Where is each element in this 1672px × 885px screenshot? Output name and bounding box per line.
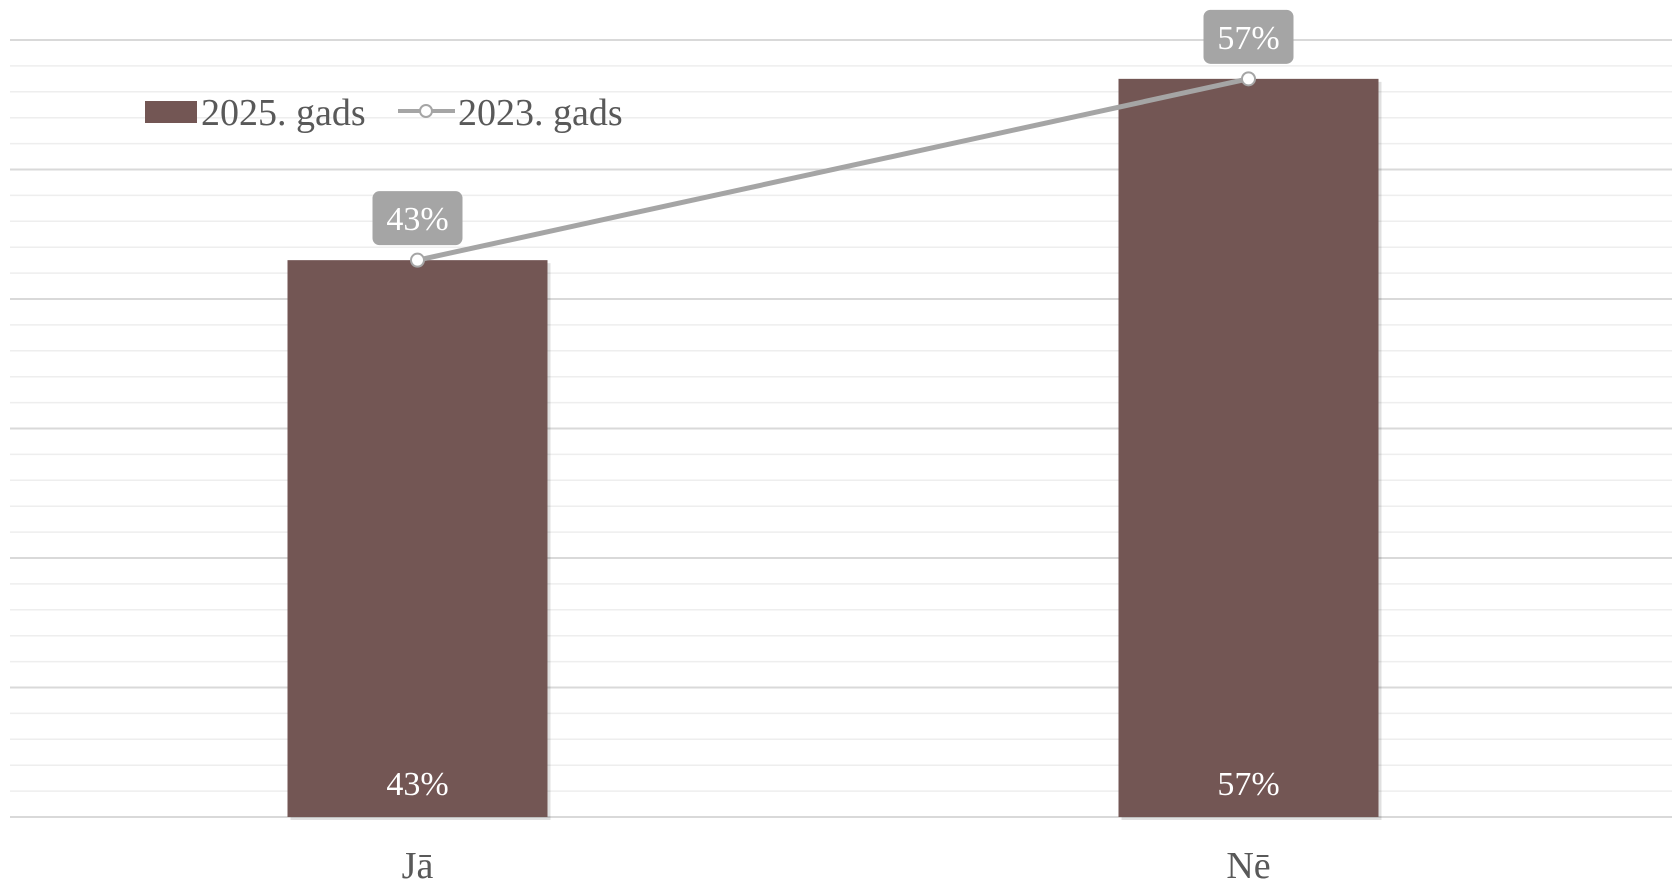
line-data-label: 57% (1217, 20, 1279, 57)
line-data-labels: 43% 57% (372, 9, 1294, 246)
line-data-label: 43% (386, 201, 448, 238)
bar-data-label: 57% (1217, 766, 1279, 803)
line-series (410, 71, 1256, 268)
legend: 2025. gads 2023. gads (145, 92, 623, 134)
line-data-label-box (372, 191, 463, 246)
line-point-2 (1241, 71, 1256, 87)
legend-swatch-2025 (145, 101, 197, 123)
line-point-1 (410, 252, 425, 268)
bar-data-label: 43% (386, 766, 448, 803)
category-label: Jā (402, 845, 434, 885)
category-label: Nē (1226, 845, 1270, 885)
bar-data-labels: 43% 57% (386, 766, 1279, 803)
bar-1 (287, 260, 548, 817)
legend-label-2023: 2023. gads (458, 92, 623, 134)
category-axis-labels: Jā Nē (402, 845, 1271, 885)
legend-label-2025: 2025. gads (201, 92, 366, 134)
line-data-label-box (1203, 9, 1294, 64)
legend-marker-2023 (419, 104, 433, 118)
bar-series (287, 78, 1382, 821)
series-line-2023 (416, 76, 1250, 263)
gridlines (10, 39, 1672, 818)
bar-2 (1118, 78, 1379, 818)
